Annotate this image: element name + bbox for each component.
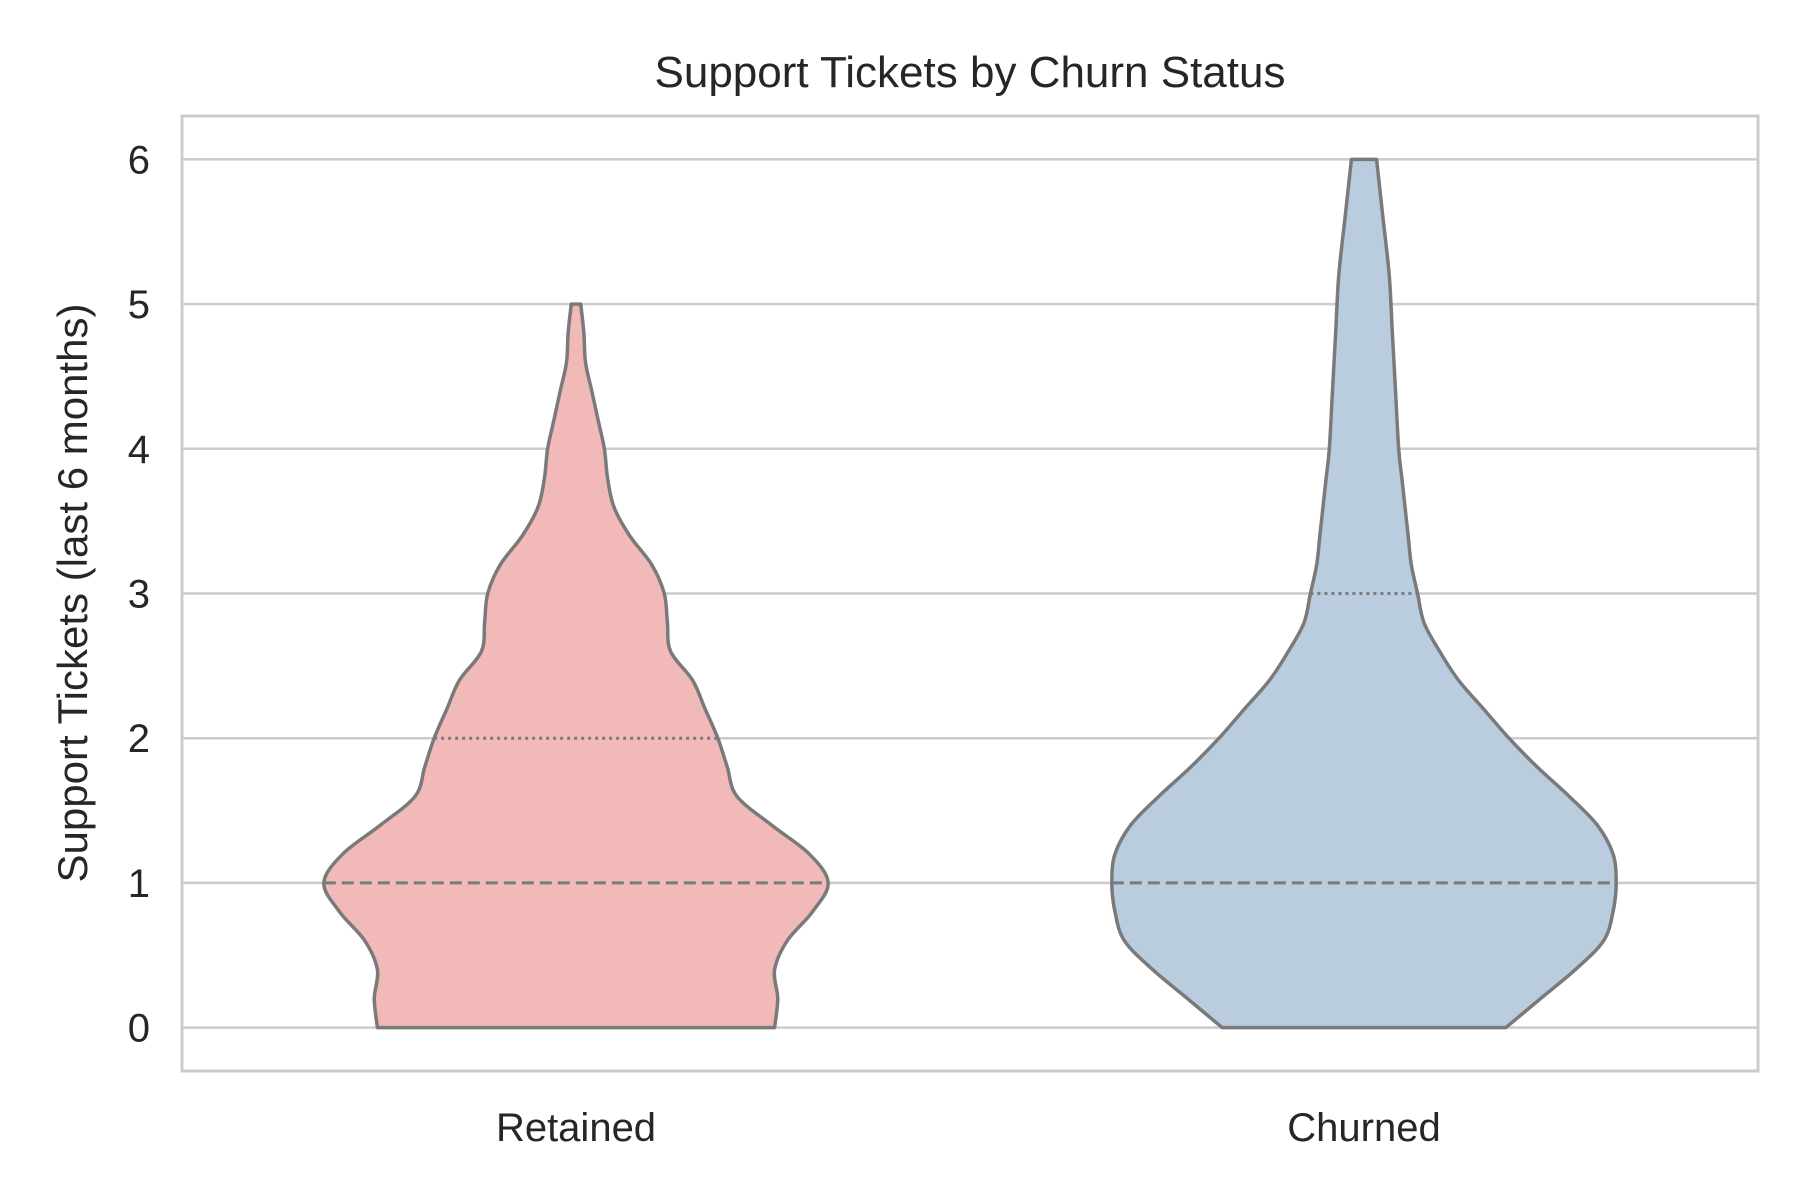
- y-tick-label: 6: [128, 138, 150, 182]
- y-tick-label: 4: [128, 428, 150, 472]
- y-tick-label: 1: [128, 862, 150, 906]
- plot-frame: [180, 114, 1760, 1073]
- violin-retained: [322, 302, 830, 1030]
- x-tick-label: Retained: [496, 1106, 656, 1150]
- violin-body: [1110, 157, 1618, 1030]
- y-tick-label: 2: [128, 717, 150, 761]
- y-tick-label: 5: [128, 283, 150, 327]
- y-tick-label: 3: [128, 573, 150, 617]
- y-tick-label: 0: [128, 1007, 150, 1051]
- x-tick-labels: Retained Churned: [496, 1106, 1441, 1150]
- violin-body: [322, 302, 830, 1030]
- chart-title: Support Tickets by Churn Status: [655, 48, 1286, 97]
- y-tick-labels: 0 1 2 3 4 5 6: [128, 138, 150, 1050]
- violin-churned: [1110, 157, 1618, 1030]
- violins: [322, 157, 1618, 1030]
- y-axis-label: Support Tickets (last 6 months): [49, 304, 96, 883]
- x-tick-label: Churned: [1287, 1106, 1440, 1150]
